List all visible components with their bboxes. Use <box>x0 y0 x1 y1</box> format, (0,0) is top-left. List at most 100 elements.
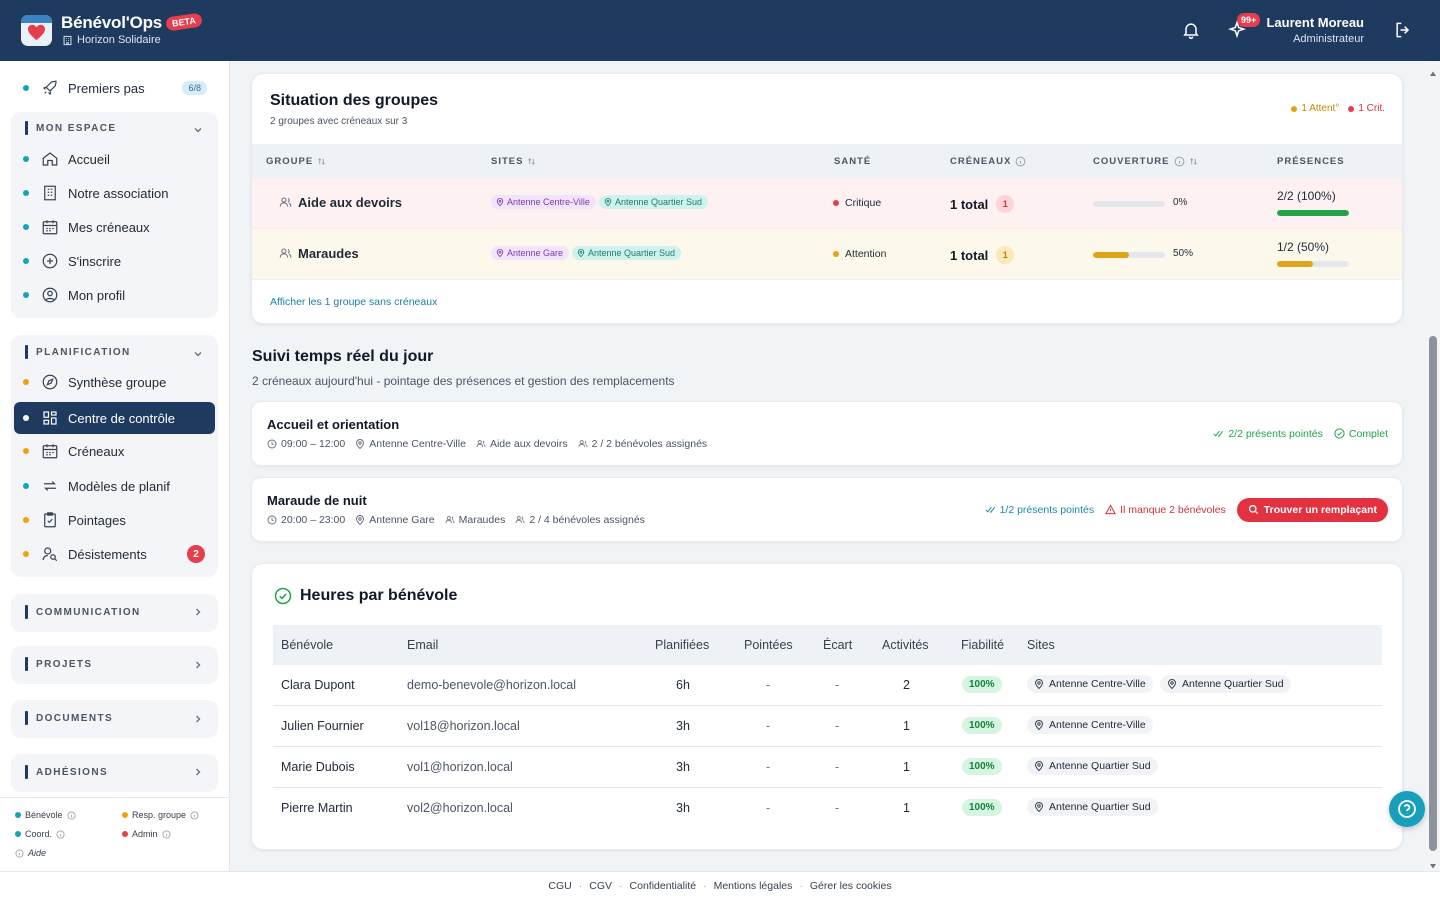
reliability-badge: 100% <box>962 676 1002 693</box>
legend-benevole: Bénévole <box>15 810 76 820</box>
sidebar-item-sinscrire[interactable]: S'inscrire <box>14 245 215 277</box>
section-mon-espace <box>11 112 218 318</box>
reliability-badge: 100% <box>962 717 1002 734</box>
slot-card[interactable]: Maraude de nuit 20:00 – 23:00 Antenne Ga… <box>251 477 1403 542</box>
sidebar-item-synthese-groupe[interactable]: Synthèse groupe <box>14 366 215 398</box>
clocked-hours: - <box>766 760 771 774</box>
show-groups-without-slots-link[interactable]: Afficher les 1 groupe sans créneaux <box>270 296 438 308</box>
chevron-right-icon[interactable] <box>192 658 204 670</box>
slot-card[interactable]: Accueil et orientation 09:00 – 12:00 Ant… <box>251 401 1403 466</box>
info-icon[interactable] <box>1174 156 1185 167</box>
scrollbar-thumb[interactable] <box>1429 336 1437 851</box>
user-circle-icon <box>41 286 59 304</box>
sidebar-item-pointages[interactable]: Pointages <box>14 504 215 536</box>
column-sites[interactable]: SITES <box>491 156 536 167</box>
footer-link-cgu[interactable]: CGU <box>548 880 572 892</box>
hours-table-header: Bénévole Email Planifiées Pointées Écart… <box>273 625 1382 665</box>
compass-icon <box>41 373 59 391</box>
volunteer-email: demo-benevole@horizon.local <box>407 678 577 692</box>
find-replacement-button[interactable]: Trouver un remplaçant <box>1236 497 1388 522</box>
calendar-icon <box>41 442 59 460</box>
section-title-documents[interactable]: DOCUMENTS <box>25 711 113 725</box>
section-title-planification[interactable]: PLANIFICATION <box>25 345 131 359</box>
site-chip: Antenne Centre-Ville <box>1027 675 1153 693</box>
chevron-right-icon[interactable] <box>192 712 204 724</box>
sidebar-item-premiers-pas[interactable]: Premiers pas 6/8 <box>14 72 215 104</box>
coverage-label: 0% <box>1173 197 1188 208</box>
volunteer-name: Julien Fournier <box>281 719 364 733</box>
volunteer-email: vol2@horizon.local <box>407 801 513 815</box>
info-icon[interactable] <box>56 829 65 839</box>
chevron-right-icon[interactable] <box>192 765 204 777</box>
sparkle-icon[interactable] <box>1227 20 1247 40</box>
bell-icon[interactable] <box>1181 20 1201 40</box>
footer-link-mentions-legales[interactable]: Mentions légales <box>713 880 793 892</box>
scroll-down-arrow-icon[interactable] <box>1429 857 1437 869</box>
sidebar-item-desistements[interactable]: Désistements 2 <box>14 538 215 570</box>
help-circle-icon <box>1397 799 1417 819</box>
table-row[interactable]: Aide aux devoirs Antenne Centre-Ville An… <box>252 178 1402 229</box>
users-icon <box>515 515 525 525</box>
legend-admin: Admin <box>122 829 171 839</box>
health-status: Attention <box>833 248 886 260</box>
clipboard-check-icon <box>41 511 59 529</box>
chevron-down-icon[interactable] <box>192 123 204 135</box>
group-name[interactable]: Maraudes <box>279 246 359 261</box>
info-icon[interactable] <box>66 810 76 820</box>
column-sante: SANTÉ <box>834 156 872 167</box>
realtime-title: Suivi temps réel du jour <box>252 348 434 365</box>
sort-icon[interactable] <box>527 157 536 166</box>
user-name[interactable]: Laurent Moreau <box>1266 15 1364 30</box>
table-row[interactable]: Pierre Martin vol2@horizon.local 3h - - … <box>273 788 1382 829</box>
chevron-down-icon[interactable] <box>192 347 204 359</box>
app-logo[interactable] <box>21 15 52 46</box>
sidebar-item-mon-profil[interactable]: Mon profil <box>14 279 215 311</box>
info-icon[interactable] <box>190 810 199 820</box>
help-button[interactable] <box>1389 791 1425 827</box>
info-icon[interactable] <box>161 829 171 839</box>
presence-label: 2/2 (100%) <box>1277 189 1336 203</box>
scroll-up-arrow-icon[interactable] <box>1429 65 1437 76</box>
table-row[interactable]: Julien Fournier vol18@horizon.local 3h -… <box>273 706 1382 747</box>
footer-link-cgv[interactable]: CGV <box>589 880 613 892</box>
sidebar-item-label: Accueil <box>68 151 110 167</box>
column-couverture[interactable]: COUVERTURE <box>1093 156 1198 167</box>
map-pin-icon <box>1034 720 1044 730</box>
footer-link-confidentialite[interactable]: Confidentialité <box>629 880 697 892</box>
info-icon <box>15 848 24 858</box>
sidebar-item-creneaux[interactable]: Créneaux <box>14 435 215 467</box>
column-groupe[interactable]: GROUPE <box>266 156 326 167</box>
planned-hours: 6h <box>676 678 690 692</box>
sidebar-item-modeles-de-planif[interactable]: Modèles de planif <box>14 470 215 502</box>
app-title: Bénévol'Ops <box>61 13 163 32</box>
chevron-right-icon[interactable] <box>192 605 204 617</box>
table-row[interactable]: Maraudes Antenne Gare Antenne Quartier S… <box>252 229 1402 280</box>
section-title-communication[interactable]: COMMUNICATION <box>25 605 141 619</box>
sidebar-item-label: Modèles de planif <box>68 478 170 494</box>
section-title-adhesions[interactable]: ADHÉSIONS <box>25 765 108 779</box>
sort-icon[interactable] <box>1189 157 1198 166</box>
sidebar-item-centre-de-controle[interactable]: Centre de contrôle <box>14 402 215 434</box>
sidebar-item-mes-creneaux[interactable]: Mes créneaux <box>14 211 215 243</box>
app-header: Bénévol'Ops BETA Horizon Solidaire 99+ L… <box>0 0 1440 61</box>
legend-aide[interactable]: Aide <box>15 848 46 858</box>
section-title-mon-espace[interactable]: MON ESPACE <box>25 121 117 135</box>
group-name[interactable]: Aide aux devoirs <box>279 195 402 210</box>
table-row[interactable]: Clara Dupont demo-benevole@horizon.local… <box>273 665 1382 706</box>
planned-hours: 3h <box>676 719 690 733</box>
sidebar-item-accueil[interactable]: Accueil <box>14 143 215 175</box>
site-chip: Antenne Quartier Sud <box>1027 757 1158 775</box>
info-icon[interactable] <box>1015 156 1026 167</box>
footer-link-cookies[interactable]: Gérer les cookies <box>809 880 892 892</box>
sidebar-item-notre-association[interactable]: Notre association <box>14 177 215 209</box>
sidebar-item-label: Premiers pas <box>68 80 145 96</box>
map-pin-icon <box>1034 679 1044 689</box>
page-scrollbar[interactable] <box>1426 61 1440 871</box>
volunteer-name: Pierre Martin <box>281 801 353 815</box>
table-row[interactable]: Marie Dubois vol1@horizon.local 3h - - 1… <box>273 747 1382 788</box>
site-chip: Antenne Centre-Ville <box>1027 716 1153 734</box>
sort-icon[interactable] <box>317 157 326 166</box>
status-critical: 1 Crit. <box>1348 103 1385 114</box>
section-title-projets[interactable]: PROJETS <box>25 657 92 671</box>
logout-icon[interactable] <box>1393 20 1413 40</box>
